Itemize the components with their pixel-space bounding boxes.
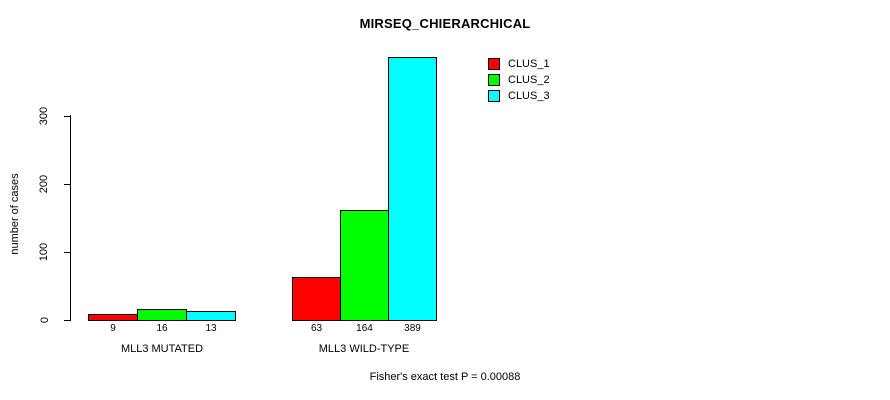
bar-g1-clus1	[88, 313, 138, 321]
bar-value-g1-clus2: 16	[156, 323, 168, 334]
bar-value-g1-clus3: 13	[205, 323, 217, 334]
y-axis-title: number of cases	[9, 173, 21, 255]
y-tick-label-100: 100	[38, 242, 50, 262]
y-axis-line	[70, 115, 71, 321]
group-label-mll3-mutated: MLL3 MUTATED	[120, 343, 204, 355]
legend-swatch-clus-1-icon	[488, 58, 500, 70]
legend-item-clus-1: CLUS_1	[488, 56, 550, 72]
legend-item-clus-3: CLUS_3	[488, 88, 550, 104]
bar-g2-clus3	[388, 56, 437, 321]
y-tick-label-200: 200	[38, 174, 50, 194]
y-tick-label-0: 0	[39, 316, 51, 324]
y-tick-100	[64, 252, 70, 253]
legend-item-clus-2: CLUS_2	[488, 72, 550, 88]
bar-value-g1-clus1: 9	[110, 323, 116, 334]
y-tick-300	[64, 116, 70, 117]
legend-swatch-clus-3-icon	[488, 90, 500, 102]
bar-g2-clus1	[292, 277, 341, 321]
legend-label-clus-2: CLUS_2	[508, 74, 550, 86]
legend: CLUS_1 CLUS_2 CLUS_3	[488, 56, 550, 104]
bar-g1-clus2	[137, 309, 187, 321]
legend-swatch-clus-2-icon	[488, 74, 500, 86]
bar-value-g2-clus2: 164	[356, 323, 373, 334]
y-tick-label-300: 300	[38, 106, 50, 126]
y-tick-0	[64, 320, 70, 321]
statistical-annotation: Fisher's exact test P = 0.00088	[369, 371, 521, 383]
bar-g2-clus2	[340, 209, 389, 321]
legend-label-clus-3: CLUS_3	[508, 90, 550, 102]
y-tick-200	[64, 184, 70, 185]
page-title: MIRSEQ_CHIERARCHICAL	[359, 16, 531, 31]
bar-value-g2-clus3: 389	[404, 323, 421, 334]
legend-label-clus-1: CLUS_1	[508, 58, 550, 70]
bar-g1-clus3	[186, 311, 236, 321]
bar-value-g2-clus1: 63	[310, 323, 323, 334]
group-label-mll3-wild-type: MLL3 WILD-TYPE	[318, 343, 410, 355]
